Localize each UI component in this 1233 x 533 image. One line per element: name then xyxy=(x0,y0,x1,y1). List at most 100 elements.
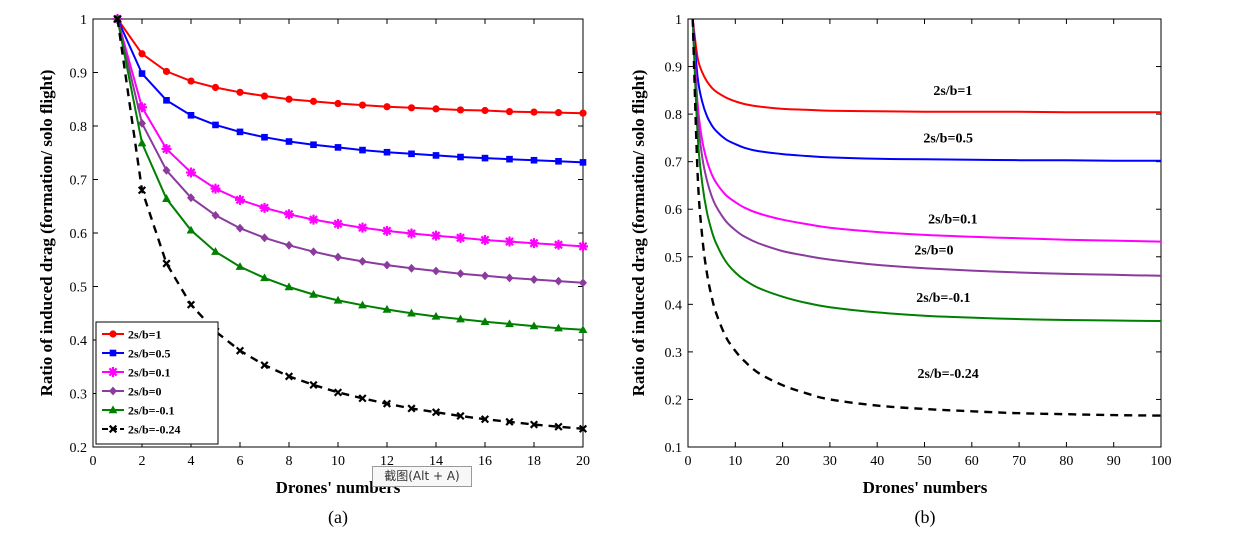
data-point-marker xyxy=(285,95,293,103)
chart-panel-b: 0 10 20 30 40 50 60 70 80 90 100 0.1 0.2 0.3 0.4 0.5 0.6… xyxy=(629,13,1172,528)
x-tick-label: 6 xyxy=(237,454,244,469)
data-point-marker xyxy=(554,109,563,117)
data-point-marker xyxy=(284,209,294,220)
data-point-marker xyxy=(579,278,587,288)
data-point-marker xyxy=(530,108,538,116)
data-point-marker xyxy=(284,282,294,291)
data-point-marker xyxy=(382,399,392,408)
data-point-marker xyxy=(211,83,220,92)
data-point-marker xyxy=(187,193,195,203)
y-tick-label: 0.4 xyxy=(665,298,683,313)
series-line-a-1 xyxy=(116,18,584,164)
x-tick-label: 0 xyxy=(685,454,692,469)
data-point-marker xyxy=(481,106,489,115)
data-point-marker xyxy=(211,210,220,220)
plot-area-b xyxy=(687,18,1162,448)
x-tick-label: 90 xyxy=(1107,454,1121,469)
data-point-marker xyxy=(309,289,318,298)
y-tick-label: 0.4 xyxy=(70,334,88,349)
data-point-marker xyxy=(553,239,564,250)
y-tick-label: 0.8 xyxy=(70,120,88,135)
data-point-marker xyxy=(505,273,514,283)
x-tick-label: 10 xyxy=(331,454,345,469)
y-tick-label: 0.2 xyxy=(70,441,88,456)
series-line-b-3 xyxy=(691,18,1162,277)
data-point-marker xyxy=(407,404,416,413)
data-point-marker xyxy=(530,156,538,164)
chart-panel-a: 0 2 4 6 8 10 12 14 16 18 20 0.2 0.3 0.4 0.5 0.6 0.7 0.8 0.… xyxy=(37,13,590,528)
data-point-marker xyxy=(480,234,490,245)
legend-marker xyxy=(109,349,117,357)
data-point-marker xyxy=(162,67,171,76)
data-point-marker xyxy=(236,128,244,136)
data-point-marker xyxy=(260,92,269,100)
series-annotation-label: 2s/b=1 xyxy=(933,84,972,99)
series-line-b-1 xyxy=(691,18,1162,162)
y-tick-label: 1 xyxy=(675,13,682,28)
data-point-marker xyxy=(382,304,392,313)
series-line-a-3 xyxy=(116,18,584,284)
data-point-marker xyxy=(480,317,490,326)
series-group-b xyxy=(691,18,1162,417)
data-point-marker xyxy=(186,300,196,309)
y-tick-label: 0.6 xyxy=(70,227,88,242)
x-tick-label: 12 xyxy=(380,454,394,469)
legend-box xyxy=(95,321,219,445)
data-point-marker xyxy=(235,262,245,270)
x-tick-label: 40 xyxy=(870,454,884,469)
series-line-b-5 xyxy=(691,18,1162,417)
data-point-marker xyxy=(408,150,415,158)
x-tick-label: 2 xyxy=(139,454,146,469)
data-point-marker xyxy=(480,415,490,424)
legend-entry-label: 2s/b=1 xyxy=(128,328,162,342)
y-tick-label: 0.3 xyxy=(665,346,683,361)
data-point-marker xyxy=(284,372,294,381)
x-tick-label: 60 xyxy=(965,454,979,469)
series-line-a-4 xyxy=(116,18,584,331)
panel-label-a: (a) xyxy=(328,507,348,528)
data-point-marker xyxy=(260,233,269,243)
data-point-marker xyxy=(138,70,146,77)
data-point-marker xyxy=(457,153,464,161)
data-point-marker xyxy=(261,133,268,141)
data-point-marker xyxy=(334,99,342,108)
legend-marker xyxy=(108,424,118,434)
data-point-marker xyxy=(358,394,367,403)
data-point-marker xyxy=(187,77,195,85)
legend-marker xyxy=(108,367,118,377)
data-point-marker xyxy=(187,112,195,119)
data-point-marker xyxy=(358,256,367,266)
data-point-marker xyxy=(358,101,367,109)
x-tick-label: 30 xyxy=(823,454,837,469)
series-line-a-0 xyxy=(116,18,584,115)
data-point-marker xyxy=(334,144,342,151)
data-point-marker xyxy=(260,361,269,370)
data-point-marker xyxy=(456,411,465,421)
data-point-marker xyxy=(431,408,441,417)
data-point-marker xyxy=(579,109,587,117)
legend-entry-label: 2s/b=-0.1 xyxy=(128,404,175,418)
data-point-marker xyxy=(309,380,318,390)
data-point-marker xyxy=(505,319,514,328)
data-point-marker xyxy=(308,214,319,225)
x-tick-label: 20 xyxy=(776,454,790,469)
x-tick-label: 8 xyxy=(286,454,293,469)
data-point-marker xyxy=(359,146,366,154)
legend-marker xyxy=(109,330,117,338)
data-point-marker xyxy=(260,273,269,282)
data-point-marker xyxy=(455,232,466,243)
y-axis-label-a: Ratio of induced drag (formation/ solo f… xyxy=(37,70,56,397)
data-point-marker xyxy=(357,222,368,233)
data-point-marker xyxy=(578,424,588,433)
data-point-marker xyxy=(212,121,219,129)
legend-entry-label: 2s/b=-0.24 xyxy=(128,423,181,437)
data-point-marker xyxy=(383,103,391,111)
data-point-marker xyxy=(456,106,465,114)
data-point-marker xyxy=(236,223,244,233)
data-point-marker xyxy=(186,225,196,234)
data-point-marker xyxy=(504,236,515,247)
x-tick-label: 100 xyxy=(1151,454,1172,469)
data-point-marker xyxy=(505,417,514,426)
data-point-marker xyxy=(162,259,171,268)
data-point-marker xyxy=(481,154,489,162)
